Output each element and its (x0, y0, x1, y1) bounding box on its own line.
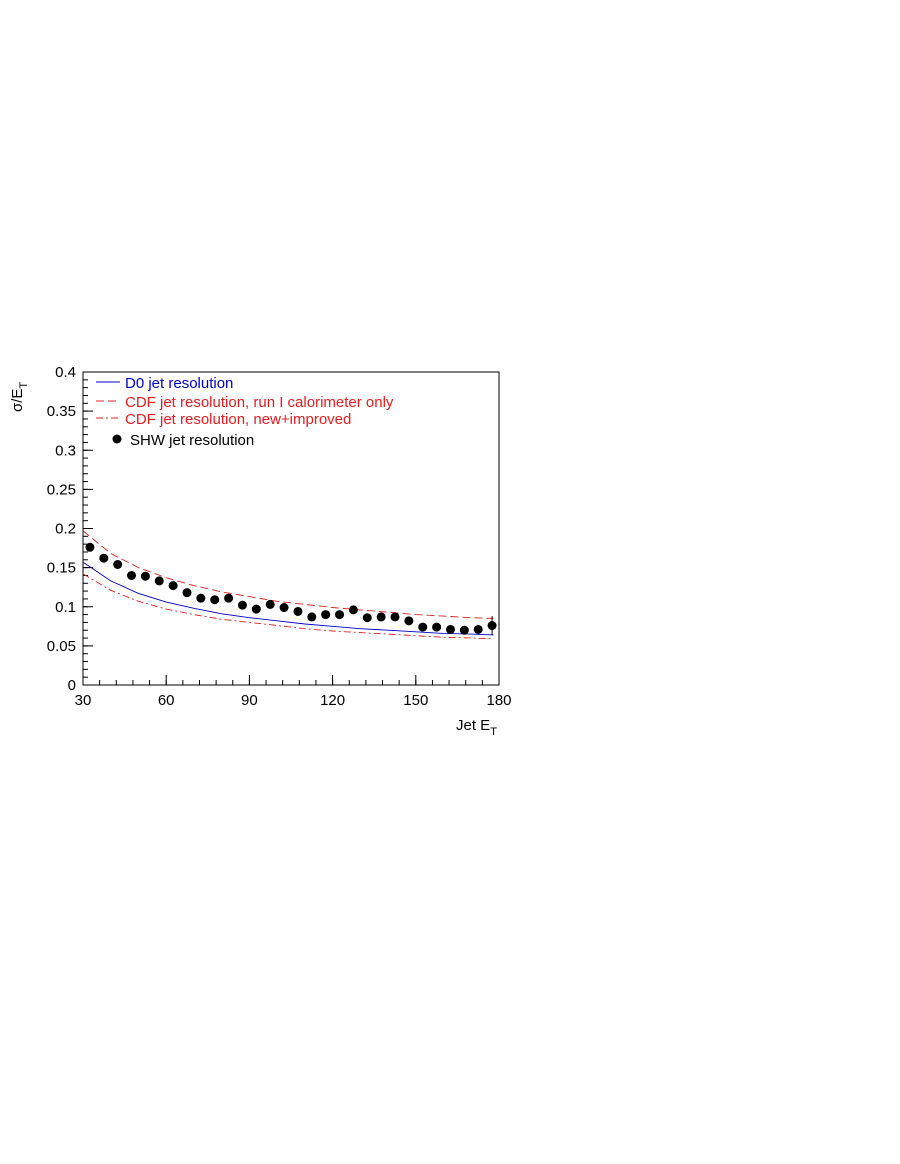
shw-data-point (182, 588, 192, 598)
legend-label: CDF jet resolution, run I calorimeter on… (125, 394, 394, 411)
shw-data-point (210, 595, 220, 605)
x-tick-label: 60 (158, 692, 175, 709)
shw-data-point (265, 599, 275, 609)
series-line-2 (82, 573, 494, 640)
shw-data-point (390, 612, 400, 622)
y-tick-label: 0.4 (55, 364, 76, 381)
y-tick-label: 0 (68, 677, 76, 694)
y-tick-label: 0.15 (47, 560, 76, 577)
x-tick-label: 120 (320, 692, 345, 709)
y-tick-label: 0.1 (55, 599, 76, 616)
shw-data-point (445, 624, 455, 634)
shw-data-point (321, 610, 331, 620)
shw-data-point (418, 622, 428, 632)
x-tick-label: 180 (486, 692, 511, 709)
shw-data-point (113, 559, 123, 569)
x-axis-title: Jet ET (456, 717, 497, 738)
series-lines (82, 530, 494, 640)
shw-data-point (432, 622, 442, 632)
shw-data-point (85, 542, 95, 552)
shw-data-point (99, 553, 109, 563)
shw-data-point (251, 604, 261, 614)
shw-data-point (335, 610, 345, 620)
legend-label: D0 jet resolution (125, 375, 233, 392)
y-tick-label: 0.05 (47, 638, 76, 655)
shw-data-point (224, 593, 234, 603)
x-minor-ticks (82, 680, 500, 685)
series-line-1 (82, 530, 494, 619)
legend-label: SHW jet resolution (130, 432, 254, 449)
y-axis-title: σ/ET (9, 382, 30, 412)
legend: D0 jet resolution CDF jet resolution, run… (96, 375, 394, 449)
x-tick-label: 90 (241, 692, 258, 709)
shw-data-point (293, 606, 303, 616)
y-tick-label: 0.35 (47, 403, 76, 420)
shw-data-point (127, 570, 137, 580)
shw-data-point (307, 612, 317, 622)
shw-data-point (168, 581, 178, 591)
x-tick-label: 30 (75, 692, 92, 709)
shw-data-point (348, 605, 358, 615)
shw-data-point (154, 576, 164, 586)
shw-data-point (237, 600, 247, 610)
y-tick-label: 0.25 (47, 481, 76, 498)
legend-label: CDF jet resolution, new+improved (125, 411, 351, 428)
shw-data-point (279, 603, 289, 613)
series-points (85, 542, 497, 635)
y-axis-ticks: 0 0.05 0.1 0.15 0.2 0.25 0.3 0.35 0.4 (47, 364, 93, 694)
shw-data-point (362, 613, 372, 623)
y-minor-ticks (83, 371, 88, 686)
shw-data-point (459, 625, 469, 635)
shw-data-point (473, 624, 483, 634)
shw-data-point (196, 593, 206, 603)
shw-data-point (140, 571, 150, 581)
x-axis-ticks: 30 60 90 120 150 180 (75, 675, 512, 709)
shw-data-point (376, 612, 386, 622)
shw-data-point (404, 616, 414, 626)
series-line-0 (82, 561, 494, 636)
y-tick-label: 0.3 (55, 442, 76, 459)
legend-marker (112, 434, 122, 444)
y-tick-label: 0.2 (55, 521, 76, 538)
x-tick-label: 150 (403, 692, 428, 709)
